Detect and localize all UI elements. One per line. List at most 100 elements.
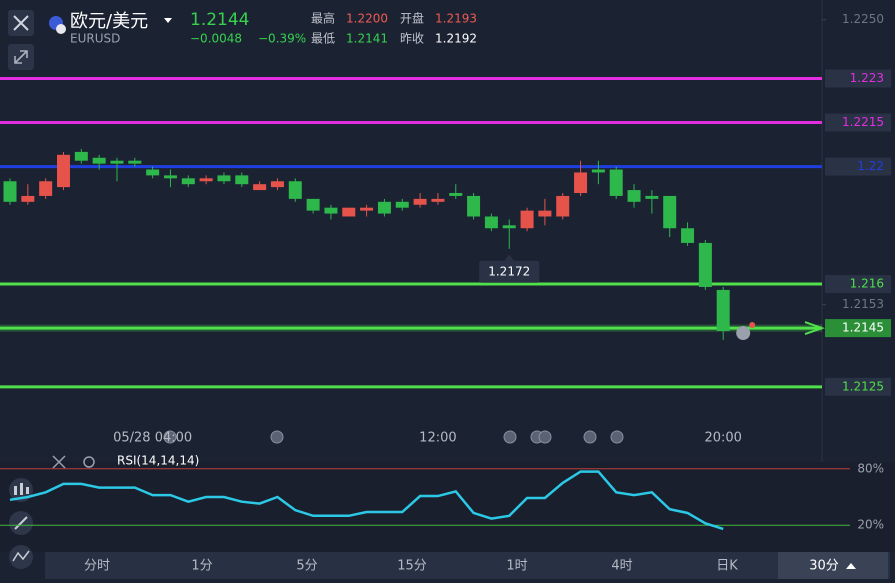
candle-body [645,195,659,199]
event-dot[interactable] [610,430,624,444]
price-label: 1.22 [857,159,884,173]
candle-body [627,190,641,202]
candle-body [538,210,552,217]
candle-body [163,175,177,179]
candle-body [681,228,695,243]
candle-body [270,181,284,188]
tab-selected[interactable] [778,552,888,579]
close-icon [13,15,29,31]
candle-body [39,181,53,196]
candle-body [3,181,17,202]
candle-body [199,178,213,182]
title: 欧元/美元 [70,11,148,32]
price-label-box [825,319,891,338]
candle-body [128,160,142,164]
candle-body [288,181,302,199]
price-arrow [804,321,826,336]
rsi-panel [0,462,895,552]
event-markers [163,430,624,444]
candle-body [467,195,481,217]
candle-icon [14,486,17,495]
annotation-label: 1.2172 [488,264,530,278]
candle-body [413,198,427,205]
tab[interactable]: 日K [716,559,738,574]
rsi-close[interactable] [52,455,66,469]
tab[interactable]: 4时 [611,559,632,574]
candle-body [716,289,730,332]
candle-body [253,184,267,191]
candle-body [306,198,320,211]
candle-body [449,193,463,196]
flag-icon [56,24,66,34]
tab[interactable]: 分时 [84,559,110,574]
event-dot[interactable] [503,430,517,444]
y-tick-label: 20% [857,518,884,532]
stat-value: 1.2193 [435,12,477,26]
candle-icon [20,483,23,495]
stat-value: 1.2141 [346,32,388,46]
annotation-pointer [504,254,515,261]
price-label: 1.2145 [842,321,884,335]
tab[interactable]: 1分 [191,559,212,574]
candle-body [110,160,124,164]
candle-body [502,225,516,229]
candle-body [484,216,498,229]
candle-body [146,169,160,176]
price-label-box [825,113,891,132]
candle-body [342,207,356,217]
stat-value: 1.2200 [346,12,388,26]
change: −0.0048 [190,32,242,46]
candle-body [324,207,338,214]
stat-value: 1.2192 [435,32,477,46]
plot: 1.2250 1.2153 1.223 1.2215 1.22 1.216 1.2145 1.… [0,12,891,579]
rsi-line [9,470,724,531]
candle-body [217,175,231,182]
rsi-title: RSI(14,14,14) [117,454,199,468]
event-dot[interactable] [270,430,284,444]
candle-body [92,157,106,164]
price-label-box [825,157,891,176]
dropdown-arrow[interactable] [164,18,172,23]
stat-label: 最低 [311,32,335,46]
y-tick-label: 1.2250 [842,12,884,26]
alert-dot [749,322,756,329]
symbol: EURUSD [70,32,120,46]
x-tick-label: 12:00 [419,431,456,446]
x-tick-label: 05/28 04:00 [113,431,192,446]
change-pct: −0.39% [258,32,306,46]
candle-body [663,195,677,229]
event-dot[interactable] [163,430,177,444]
y-tick-label: 80% [857,461,884,475]
candle-body [360,207,374,211]
price: 1.2144 [190,10,249,30]
tab-bar [45,552,890,579]
candle-body [520,210,534,229]
tab[interactable]: 1时 [506,559,527,574]
price-label: 1.2125 [842,379,884,393]
tab[interactable]: 5分 [296,559,317,574]
candle-body [181,178,195,185]
price-label: 1.2215 [842,115,884,129]
candle-body [556,195,570,217]
info-icon[interactable] [736,326,751,341]
candle-body [377,201,391,214]
candle-body [609,169,623,196]
price-label-box [825,377,891,396]
x-tick-label: 20:00 [704,431,741,446]
candle-body [235,175,249,185]
candle-body [21,195,35,202]
stat-label: 最高 [311,11,335,26]
candle-body [574,172,588,194]
tab[interactable]: 30分 [809,559,839,574]
annotation-box [479,260,540,283]
candle-body [74,151,88,161]
rsi-settings[interactable] [83,456,95,468]
tab[interactable]: 15分 [397,559,427,574]
event-dot[interactable] [538,430,552,444]
stat-label: 开盘 [400,11,424,26]
candle-body [591,169,605,173]
collapse-icon [14,50,28,64]
event-dot[interactable] [583,430,597,444]
